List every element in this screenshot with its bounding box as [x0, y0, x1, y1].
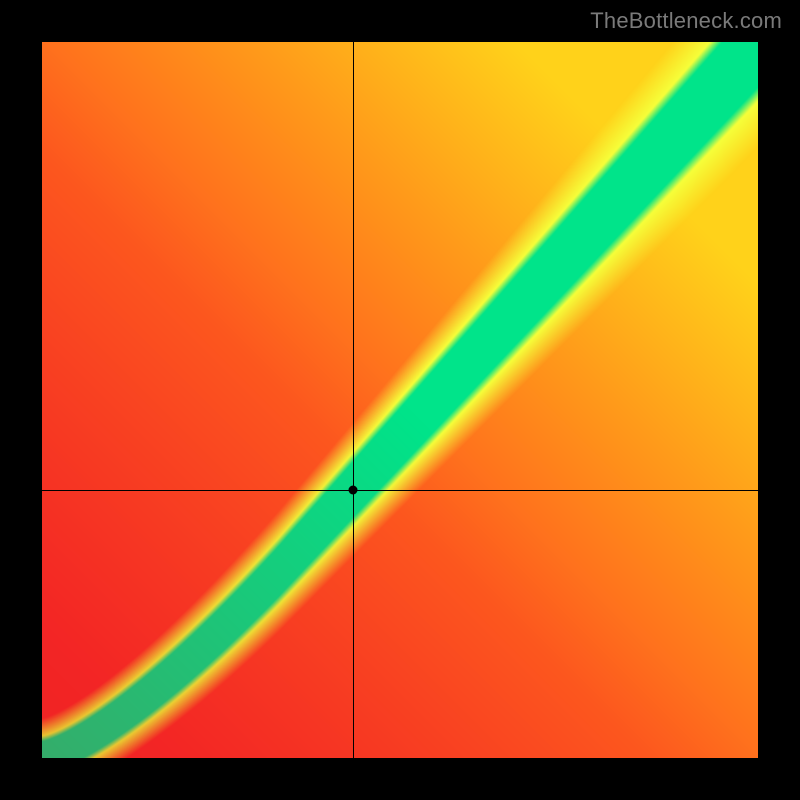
- watermark-text: TheBottleneck.com: [590, 8, 782, 34]
- heatmap-canvas: [42, 42, 758, 758]
- crosshair-vertical: [353, 42, 354, 758]
- heatmap-plot: [42, 42, 758, 758]
- crosshair-horizontal: [42, 490, 758, 491]
- crosshair-marker: [349, 485, 358, 494]
